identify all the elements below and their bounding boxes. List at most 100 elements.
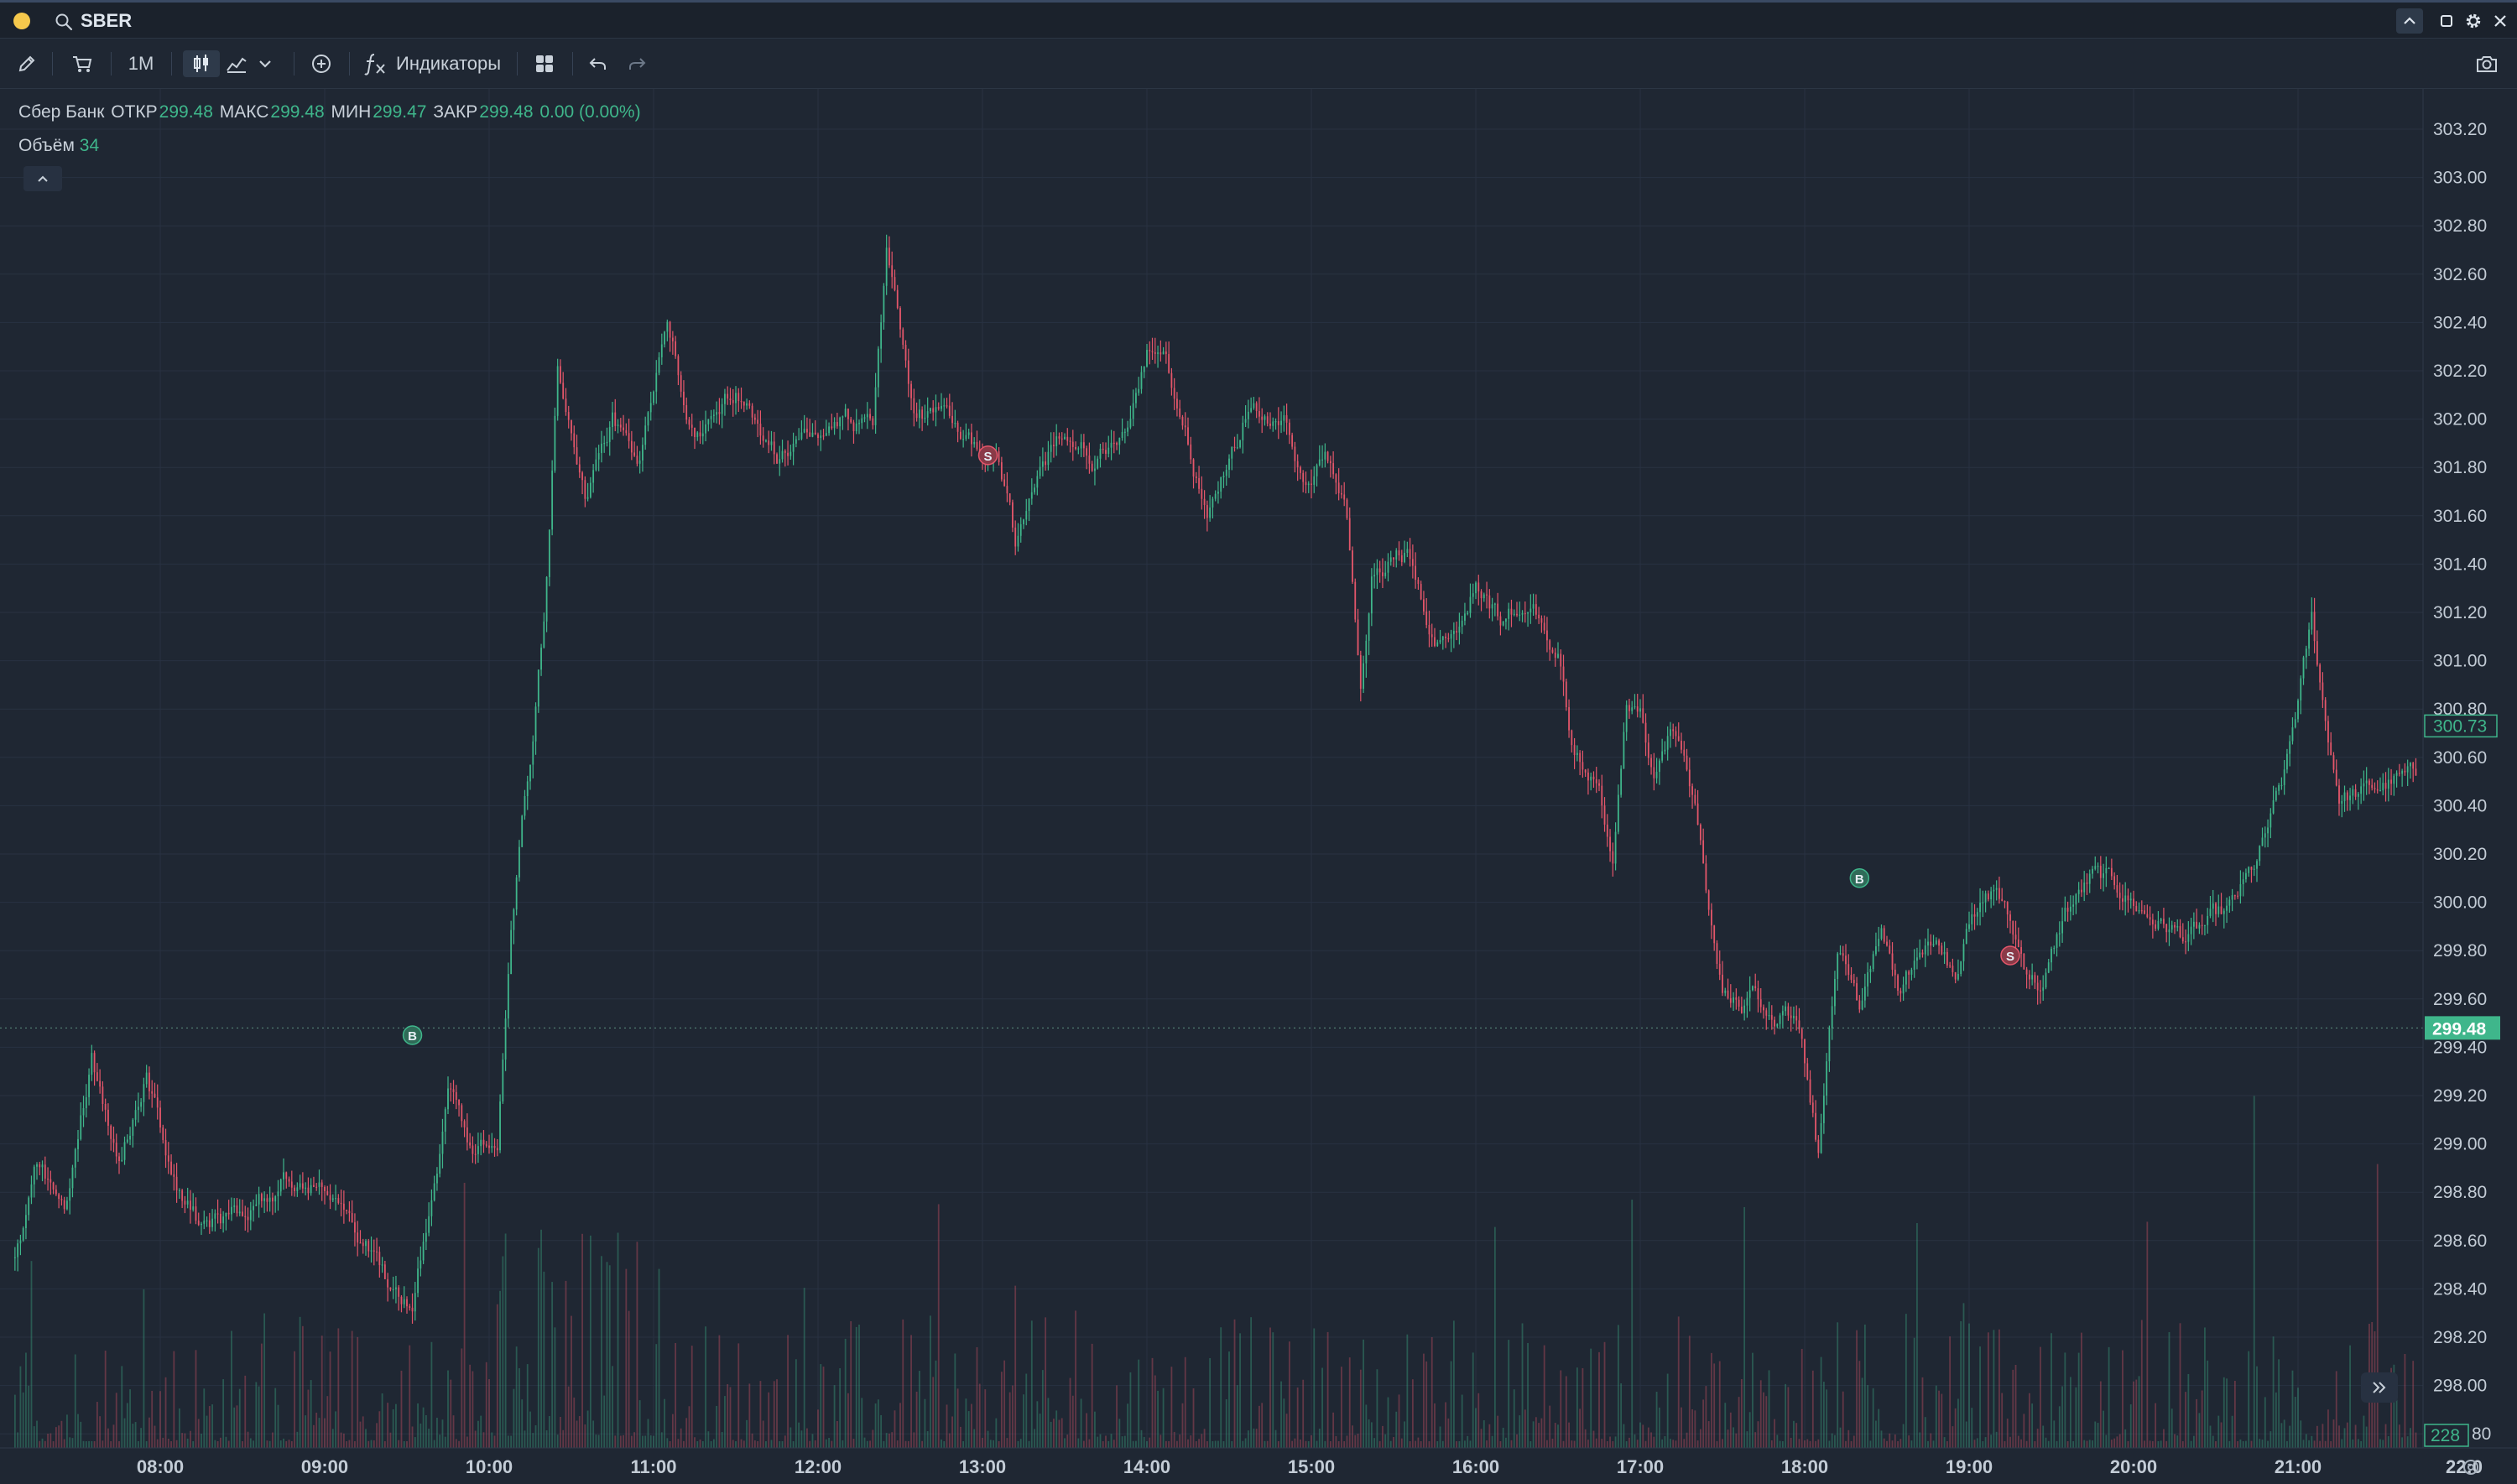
candle-body bbox=[115, 1143, 117, 1157]
volume-bar bbox=[521, 1399, 524, 1448]
volume-bar bbox=[1776, 1435, 1779, 1448]
interval-selector[interactable]: 1M bbox=[128, 53, 154, 74]
redo-button[interactable] bbox=[623, 50, 651, 77]
candle-body bbox=[1650, 758, 1652, 768]
candle-body bbox=[351, 1212, 353, 1223]
screenshot-button[interactable] bbox=[2470, 50, 2504, 77]
volume-bar bbox=[2061, 1386, 2063, 1448]
indicators-button[interactable]: Индикаторы bbox=[362, 50, 505, 77]
volume-bar bbox=[889, 1433, 890, 1448]
candle-body bbox=[1258, 411, 1260, 417]
candle-body bbox=[1129, 419, 1132, 428]
candle-body bbox=[2349, 795, 2351, 800]
volume-bar bbox=[2341, 1439, 2343, 1448]
candle-body bbox=[872, 418, 874, 425]
candle-body bbox=[885, 247, 888, 286]
volume-bar bbox=[2286, 1440, 2288, 1448]
volume-bar bbox=[1326, 1331, 1329, 1448]
volume-bar bbox=[2253, 1096, 2255, 1448]
add-instrument-button[interactable] bbox=[305, 50, 337, 77]
volume-bar bbox=[1300, 1439, 1301, 1448]
volume-bar bbox=[1105, 1435, 1107, 1448]
candle-body bbox=[1261, 416, 1264, 420]
volume-bar bbox=[614, 1435, 617, 1448]
volume-bar bbox=[2231, 1415, 2233, 1448]
volume-bar bbox=[129, 1389, 131, 1448]
candles-button[interactable] bbox=[183, 50, 220, 77]
collapse-button[interactable] bbox=[2396, 8, 2423, 34]
candle-body bbox=[13, 1257, 16, 1258]
volume-bar bbox=[263, 1313, 266, 1448]
candle-body bbox=[244, 1216, 247, 1217]
candle-body bbox=[58, 1194, 60, 1200]
maximize-button[interactable] bbox=[2433, 8, 2460, 34]
volume-bar bbox=[1034, 1429, 1035, 1448]
volume-bar bbox=[2036, 1429, 2039, 1448]
symbol-name[interactable]: SBER bbox=[81, 10, 133, 31]
settings-button[interactable] bbox=[2460, 8, 2487, 34]
candle-body bbox=[2020, 947, 2022, 954]
candle-body bbox=[2088, 873, 2091, 884]
chart-type-dropdown[interactable] bbox=[253, 50, 277, 77]
scroll-to-realtime-button[interactable] bbox=[2361, 1372, 2398, 1403]
volume-bar bbox=[367, 1440, 370, 1448]
volume-bar bbox=[485, 1362, 487, 1448]
candle-body bbox=[233, 1205, 236, 1207]
volume-bar bbox=[1822, 1382, 1825, 1448]
price-axis[interactable]: 303.20303.00302.80302.60302.40302.20302.… bbox=[2422, 89, 2517, 1448]
layout-button[interactable] bbox=[529, 50, 560, 77]
order-button[interactable] bbox=[65, 50, 99, 77]
reset-scale-button[interactable] bbox=[2457, 1455, 2485, 1480]
candle-body bbox=[30, 1184, 33, 1198]
draw-button[interactable] bbox=[12, 50, 42, 77]
price-tick-label: 302.00 bbox=[2433, 410, 2487, 430]
candle-body bbox=[768, 440, 770, 445]
volume-bar bbox=[1513, 1389, 1515, 1448]
volume-bar bbox=[1675, 1440, 1677, 1448]
volume-bar bbox=[1677, 1316, 1680, 1448]
volume-bar bbox=[1505, 1437, 1507, 1448]
volume-bar bbox=[2006, 1419, 2009, 1448]
candle-body bbox=[1028, 498, 1030, 512]
volume-bar bbox=[1149, 1437, 1151, 1448]
candle-body bbox=[80, 1115, 82, 1139]
candle-body bbox=[395, 1287, 397, 1289]
price-tick-label: 298.40 bbox=[2433, 1279, 2487, 1299]
candle-body bbox=[167, 1155, 169, 1162]
candle-body bbox=[1743, 1005, 1746, 1013]
volume-bar bbox=[1406, 1334, 1409, 1448]
volume-bar bbox=[795, 1359, 797, 1448]
sell-marker[interactable] bbox=[2000, 945, 2020, 966]
search-icon[interactable] bbox=[54, 12, 74, 32]
candle-body bbox=[1913, 961, 1915, 970]
sell-marker[interactable] bbox=[977, 445, 998, 466]
volume-bar bbox=[2025, 1440, 2028, 1448]
volume-bar bbox=[1434, 1403, 1436, 1448]
window-status-dot[interactable] bbox=[13, 13, 30, 29]
time-axis[interactable]: 08:00 09:00 10:00 11:00 12:00 13:00 14:00 15:00… bbox=[0, 1447, 2517, 1477]
volume-bar bbox=[1384, 1434, 1387, 1448]
buy-marker[interactable] bbox=[402, 1025, 423, 1045]
undo-button[interactable] bbox=[584, 50, 612, 77]
candle-body bbox=[203, 1221, 206, 1224]
volume-bar bbox=[2077, 1352, 2080, 1448]
volume-bar bbox=[1899, 1439, 1902, 1448]
collapse-legend-button[interactable] bbox=[23, 166, 62, 191]
candle-body bbox=[1516, 613, 1518, 616]
chart-type-button[interactable] bbox=[221, 50, 252, 77]
volume-bar bbox=[1239, 1333, 1241, 1448]
candle-body bbox=[1688, 769, 1691, 787]
volume-bar bbox=[1587, 1440, 1589, 1448]
candle-body bbox=[792, 443, 795, 452]
volume-bar bbox=[346, 1440, 348, 1448]
candle-body bbox=[2346, 792, 2348, 800]
candle-body bbox=[732, 400, 734, 404]
close-button[interactable] bbox=[2487, 8, 2514, 34]
candle-body bbox=[91, 1053, 93, 1075]
volume-bar bbox=[1335, 1435, 1337, 1448]
buy-marker[interactable] bbox=[1849, 868, 1870, 888]
time-tick-label: 19:00 bbox=[1946, 1456, 1993, 1477]
volume-bar bbox=[2207, 1360, 2209, 1448]
candle-body bbox=[1173, 388, 1175, 399]
